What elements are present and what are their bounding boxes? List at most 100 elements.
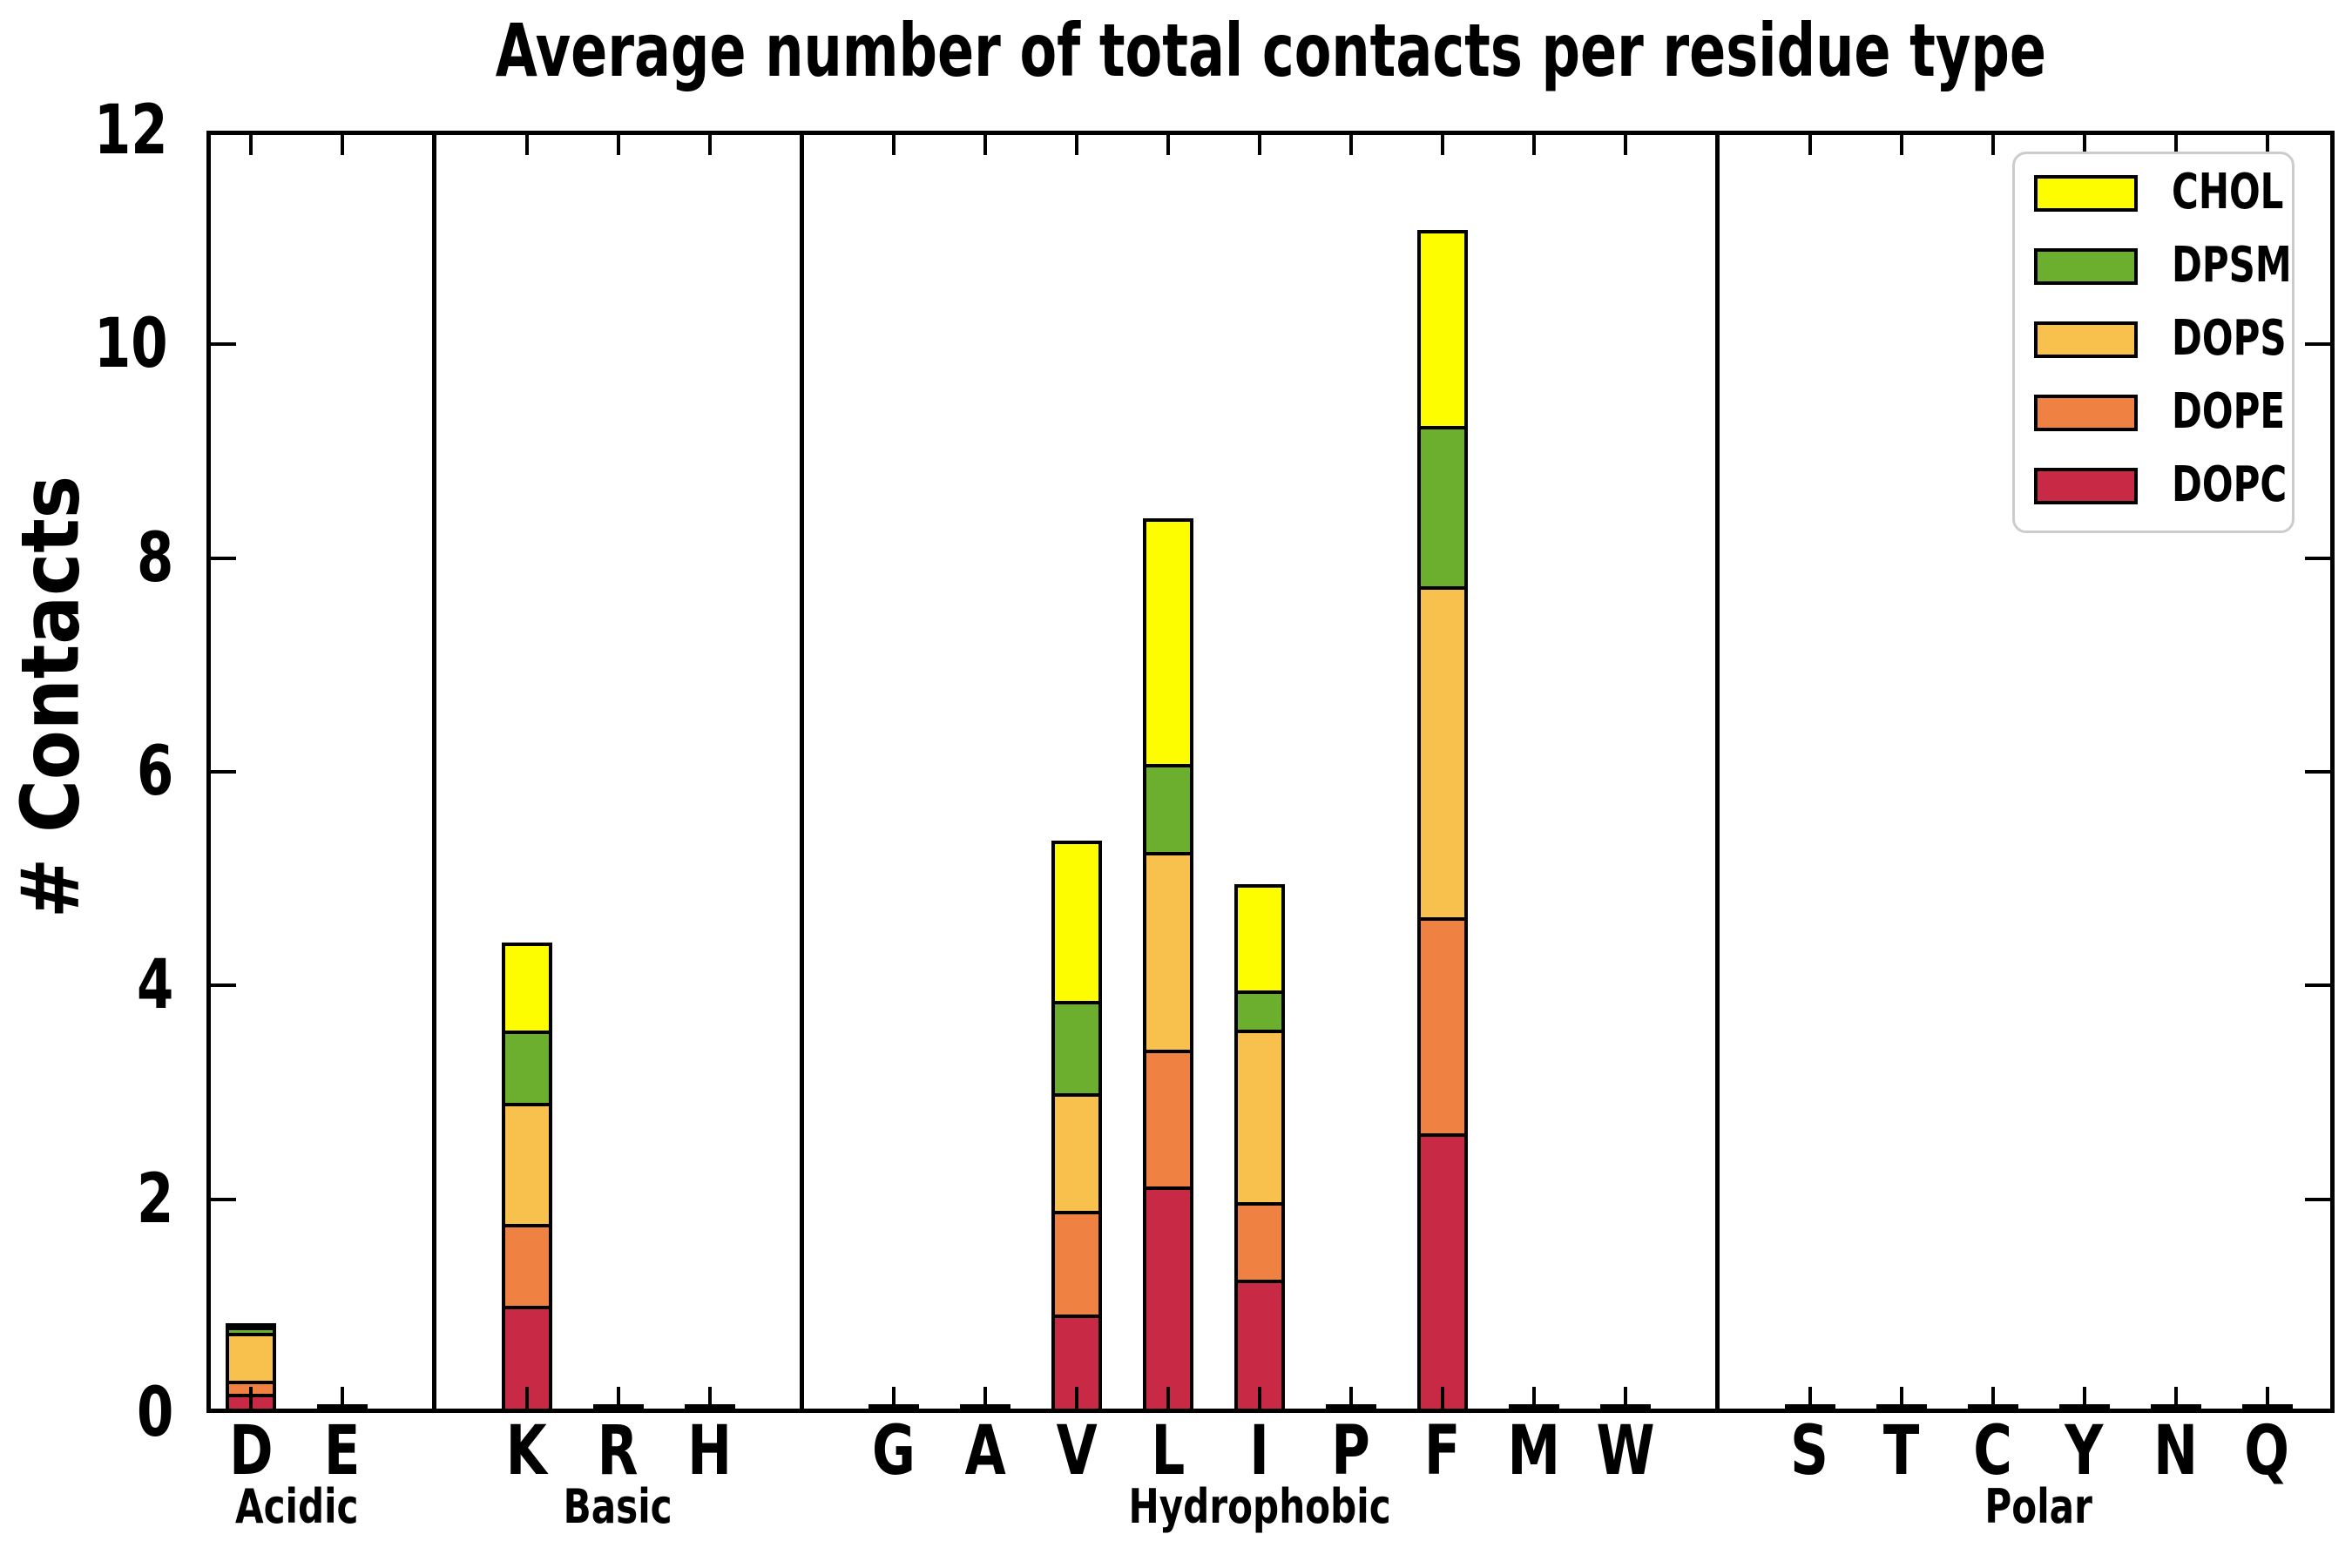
bar-segment-L-DOPC [1143,1186,1193,1413]
legend-entry-chol: CHOL [2015,168,2292,217]
x-tick-bottom [1532,1387,1536,1413]
x-tick-bottom [341,1387,344,1413]
y-tick-right [2305,983,2335,988]
x-tick-label-text: H [687,1412,732,1490]
x-tick-label-text: Y [2065,1412,2104,1490]
x-tick-bottom [707,1387,712,1413]
x-tick-bottom [2173,1387,2178,1413]
x-tick-label-text: I [1249,1412,1270,1490]
bar-segment-I-CHOL [1234,883,1285,995]
y-tick-right [2305,770,2335,774]
legend: CHOL DPSM DOPS DOPE DOPC [2012,152,2295,533]
x-tick-label-text: N [2153,1412,2198,1490]
y-tick-label-text: 2 [136,1159,174,1239]
y-tick-label-text: 6 [136,733,174,811]
x-tick-bottom [616,1387,620,1413]
x-tick-label-text: Q [2244,1412,2290,1490]
x-tick-top [1258,131,1261,155]
bar-segment-D-CHOL [226,1322,276,1330]
x-tick-label-L: L [1123,1416,1213,1486]
x-tick-top [1990,131,1995,155]
x-tick-label-text: P [1331,1412,1371,1490]
legend-label-chol: CHOL [2172,168,2321,217]
x-tick-top [1808,131,1812,155]
x-tick-top [616,131,620,155]
group-separator [432,131,437,1413]
x-tick-label-V: V [1031,1416,1122,1486]
x-tick-label-G: G [848,1416,939,1486]
y-tick-label: 2 [35,1165,179,1234]
y-tick-left [206,983,236,988]
bar-segment-F-DOPE [1417,916,1468,1137]
y-tick-label: 0 [35,1378,179,1448]
legend-label-dope: DOPE [2172,388,2322,436]
group-label-acidic: Acidic [123,1483,471,1531]
x-tick-label-text: F [1424,1412,1461,1490]
group-label-text: Polar [1984,1479,2092,1534]
bar-segment-F-CHOL [1417,230,1468,429]
x-tick-bottom [524,1387,529,1413]
x-tick-bottom [1624,1387,1627,1413]
x-tick-label-D: D [206,1416,296,1486]
bar-segment-K-DOPE [501,1223,552,1310]
x-tick-bottom [1166,1387,1170,1413]
x-tick-label-text: R [598,1412,639,1490]
x-tick-label-N: N [2131,1416,2221,1486]
axis-spine-bottom [206,1409,2335,1413]
y-tick-left [206,1197,236,1201]
x-tick-bottom [1349,1387,1353,1413]
x-tick-label-text: V [1056,1412,1098,1490]
x-tick-label-H: H [665,1416,755,1486]
group-separator [1715,131,1720,1413]
x-tick-bottom [1441,1387,1444,1413]
group-label-polar: Polar [1864,1483,2213,1531]
bar-segment-L-CHOL [1143,518,1193,768]
group-label-text: Basic [563,1479,672,1534]
group-separator [799,131,804,1413]
y-tick-label: 12 [35,96,179,166]
x-tick-top [707,131,712,155]
y-tick-left [206,770,236,774]
x-tick-label-F: F [1397,1416,1488,1486]
x-tick-top [1624,131,1627,155]
bar-segment-K-DPSM [501,1030,552,1107]
bar-segment-L-DOPS [1143,852,1193,1053]
axis-spine-left [206,131,211,1413]
bar-segment-I-DOPS [1234,1029,1285,1206]
x-tick-label-text: L [1151,1412,1186,1490]
bar-segment-K-CHOL [501,943,552,1034]
x-tick-label-C: C [1948,1416,2038,1486]
x-tick-top [1166,131,1170,155]
x-tick-bottom [249,1387,253,1413]
x-tick-label-text: M [1507,1412,1561,1490]
y-tick-label-text: 10 [94,305,169,384]
group-label-basic: Basic [444,1483,793,1531]
x-tick-bottom [892,1387,896,1413]
x-tick-label-T: T [1856,1416,1947,1486]
x-tick-label-text: K [505,1412,548,1490]
y-tick-label: 10 [35,309,179,379]
x-tick-bottom [1258,1387,1261,1413]
x-tick-top [341,131,344,155]
bar-segment-V-DOPE [1051,1211,1102,1319]
bar-segment-F-DPSM [1417,425,1468,590]
x-tick-label-P: P [1306,1416,1396,1486]
legend-entry-dops: DOPS [2015,314,2292,363]
x-tick-label-Y: Y [2039,1416,2130,1486]
x-tick-label-text: D [228,1412,274,1490]
legend-entry-dope: DOPE [2015,388,2292,436]
legend-entry-dpsm: DPSM [2015,241,2292,290]
x-tick-label-text: G [872,1412,916,1490]
y-tick-label: 6 [35,737,179,807]
x-tick-top [1532,131,1536,155]
y-tick-left [206,556,236,560]
x-tick-label-I: I [1214,1416,1305,1486]
legend-swatch-dpsm [2034,248,2138,285]
bar-segment-F-DOPC [1417,1132,1468,1413]
legend-swatch-chol [2034,175,2138,212]
bar-segment-V-DPSM [1051,1000,1102,1098]
legend-label-dpsm: DPSM [2172,241,2332,290]
x-tick-label-text: A [964,1412,1006,1490]
x-tick-top [524,131,529,155]
y-tick-right [2305,556,2335,560]
